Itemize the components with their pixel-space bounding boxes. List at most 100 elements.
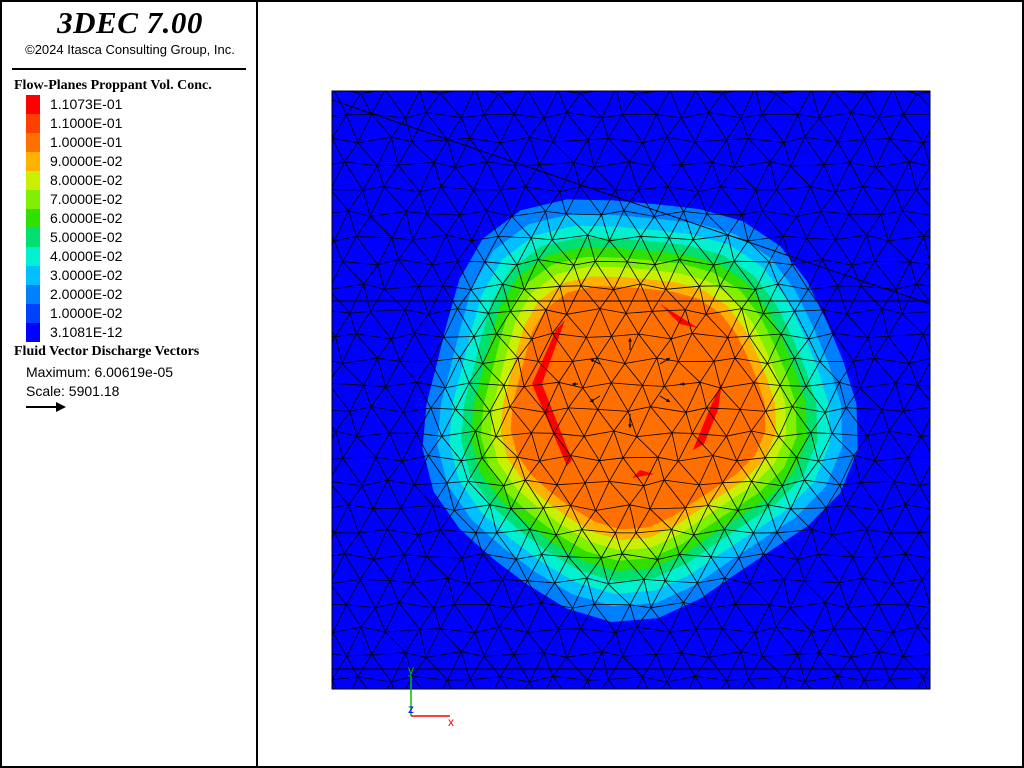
mesh-edge: [776, 532, 799, 560]
mesh-edge: [705, 285, 721, 315]
mesh-edge: [552, 657, 567, 677]
mesh-edge: [777, 283, 809, 290]
mesh-edge: [755, 283, 778, 290]
mesh-edge: [369, 311, 392, 340]
mesh-edge: [517, 358, 525, 387]
mesh-edge: [573, 260, 596, 266]
mesh-edge: [649, 479, 665, 510]
mesh-edge: [515, 164, 540, 167]
mesh-edge: [791, 264, 809, 290]
plot-border: [331, 90, 931, 690]
mesh-edge: [866, 529, 877, 558]
mesh-edge: [594, 701, 629, 707]
mesh-edge: [397, 141, 413, 166]
mesh-edge: [663, 479, 686, 509]
mesh-edge: [852, 529, 868, 558]
mesh-edge: [861, 577, 879, 605]
mesh-edge: [444, 387, 456, 410]
mesh-edge: [761, 114, 785, 143]
mesh-edge: [638, 333, 658, 359]
legend-panel: 3DEC 7.00 ©2024 Itasca Consulting Group,…: [2, 2, 258, 768]
mesh-edge: [572, 577, 588, 609]
mesh-edge: [681, 652, 696, 677]
legend-value: 5.0000E-02: [50, 229, 123, 245]
mesh-edge: [923, 665, 930, 678]
mesh-edge: [791, 237, 807, 265]
mesh-edge: [888, 240, 911, 263]
mesh-edge: [335, 411, 351, 432]
mesh-edge: [848, 213, 867, 236]
mesh-edge: [484, 236, 499, 262]
mesh-edge: [332, 363, 343, 379]
mesh-edge: [656, 631, 671, 655]
mesh-edge: [525, 164, 540, 187]
mesh-edge: [495, 406, 511, 437]
mesh-edge: [657, 529, 672, 560]
mesh-edge: [596, 357, 612, 384]
mesh-edge: [664, 580, 684, 603]
mesh-edge: [447, 651, 462, 681]
mesh-edge: [720, 167, 735, 187]
mesh-edge: [657, 456, 679, 462]
mesh-edge: [697, 577, 725, 584]
mesh-edge: [708, 112, 728, 140]
mesh-edge: [355, 333, 378, 359]
mesh-edge: [804, 136, 825, 165]
mesh-edge: [665, 580, 698, 584]
mesh-edge: [307, 578, 315, 605]
mesh-edge: [695, 629, 709, 658]
mesh-edge: [543, 652, 567, 658]
mesh-edge: [706, 213, 729, 236]
mesh-edge: [300, 530, 321, 558]
mesh-edge: [783, 578, 805, 582]
mesh-edge: [500, 186, 526, 191]
mesh-edge: [455, 409, 476, 432]
mesh-edge: [935, 407, 949, 433]
mesh-edge: [796, 432, 812, 458]
legend-value: 7.0000E-02: [50, 191, 123, 207]
mesh-edge: [306, 286, 316, 309]
mesh-edge: [931, 608, 952, 633]
mesh-edge: [489, 406, 511, 412]
mesh-edge: [377, 164, 399, 167]
mesh-edge: [721, 680, 728, 689]
mesh-edge: [429, 337, 445, 362]
mesh-edge: [585, 308, 601, 338]
mesh-edge: [734, 167, 757, 191]
mesh-edge: [346, 113, 372, 116]
mesh-edge: [418, 286, 429, 315]
mesh-edge: [433, 604, 455, 609]
mesh-edge: [332, 360, 343, 364]
mesh-edge: [537, 333, 553, 362]
contour-plot[interactable]: y z x: [260, 4, 1024, 768]
mesh-edge: [405, 112, 427, 119]
mesh-edge: [613, 430, 637, 437]
mesh-edge: [543, 652, 554, 677]
mesh-edge: [711, 162, 721, 187]
mesh-edge: [469, 679, 477, 689]
mesh-edge: [649, 508, 672, 530]
mesh-edge: [726, 430, 752, 437]
mesh-edge: [681, 629, 697, 654]
mesh-edge: [635, 508, 651, 534]
mesh-edge: [530, 211, 546, 239]
mesh-edge: [446, 460, 462, 484]
mesh-edge: [748, 138, 785, 144]
mesh-edge: [432, 261, 458, 266]
mesh-edge: [540, 582, 556, 603]
mesh-edge: [332, 679, 333, 681]
mesh-edge: [362, 186, 385, 191]
mesh-edge: [566, 628, 581, 658]
mesh-edge: [570, 505, 583, 530]
mesh-edge: [624, 333, 639, 364]
mesh-edge: [529, 117, 545, 138]
mesh-edge: [600, 557, 609, 584]
mesh-edge: [332, 161, 345, 189]
mesh-edge: [530, 237, 539, 260]
mesh-edge: [301, 605, 315, 629]
model-view[interactable]: y z x: [260, 4, 1024, 768]
mesh-edge: [426, 213, 460, 216]
mesh-edge: [901, 210, 925, 237]
mesh-edge: [582, 382, 612, 389]
mesh-edge: [557, 629, 567, 658]
